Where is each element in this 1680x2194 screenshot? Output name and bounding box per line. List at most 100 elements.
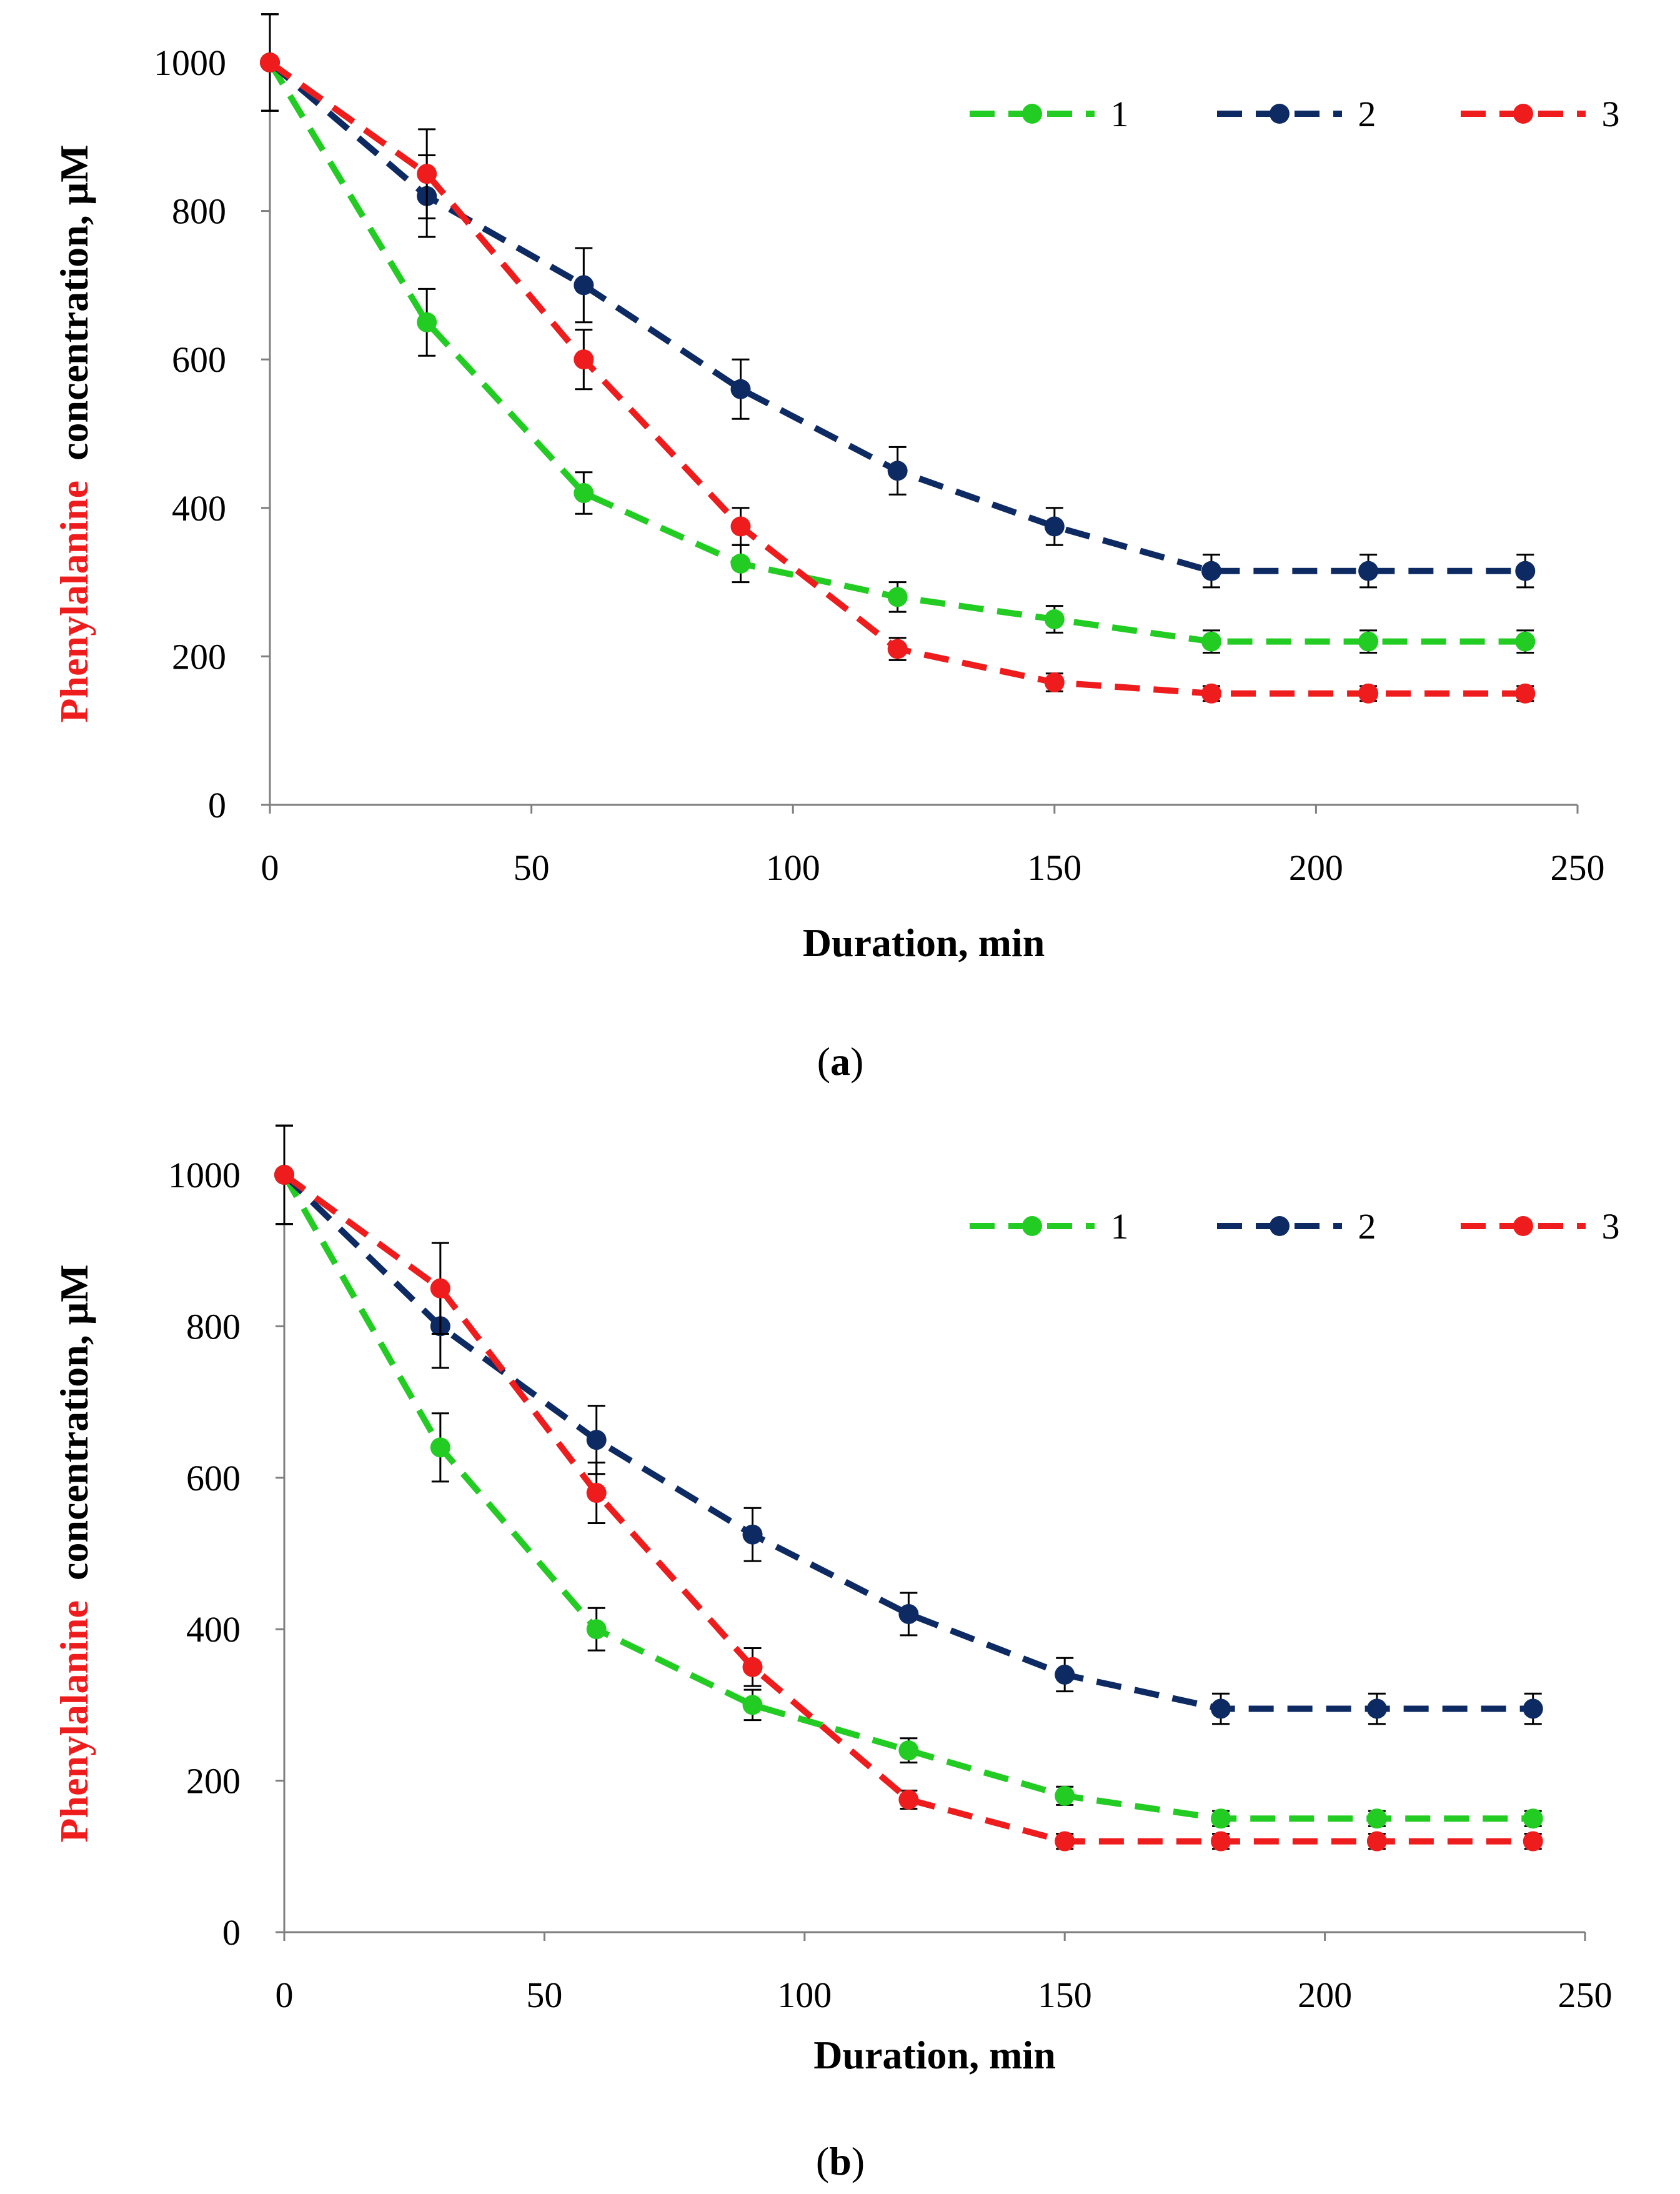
data-point <box>587 1483 607 1503</box>
x-axis-title: Duration, min <box>803 920 1045 965</box>
x-tick-label: 0 <box>261 847 279 888</box>
legend-entry-2: 2 <box>1217 94 1376 134</box>
data-point <box>1045 672 1065 692</box>
legend-marker <box>1270 104 1290 124</box>
legend-label: 1 <box>1111 1206 1129 1247</box>
series-line <box>284 1175 1533 1818</box>
data-point <box>1515 561 1535 581</box>
y-tick-label: 600 <box>172 339 226 380</box>
y-tick-label: 0 <box>222 1912 241 1953</box>
data-point <box>1367 1698 1387 1718</box>
data-point <box>1201 632 1221 652</box>
x-tick-label: 100 <box>777 1975 832 2015</box>
legend-label: 1 <box>1111 94 1129 134</box>
panel-caption: (b) <box>816 2139 865 2183</box>
data-point <box>743 1695 763 1715</box>
data-point <box>417 164 437 184</box>
figure: 0 50 100 150 200 25002004006008001000Duration… <box>0 0 1680 2194</box>
data-point <box>1515 684 1535 704</box>
legend: 1 2 3 <box>970 1206 1620 1247</box>
data-point <box>1211 1808 1231 1828</box>
x-tick-label: 250 <box>1558 1975 1613 2015</box>
data-point <box>1358 632 1378 652</box>
y-tick-label: 1000 <box>154 42 226 83</box>
y-axis-title-rest: concentration, μM <box>52 144 96 481</box>
y-tick-label: 400 <box>186 1609 241 1650</box>
data-point <box>274 1165 294 1185</box>
data-point <box>430 1279 450 1299</box>
data-point <box>1055 1786 1075 1806</box>
y-tick-label: 800 <box>172 191 226 232</box>
legend-marker <box>1270 1216 1290 1236</box>
chart-panel-b: 0 50 100 150 200 250 0 200 400 600 800 1000 Duration… <box>52 1125 1620 2183</box>
x-tick-label: 250 <box>1551 847 1605 888</box>
series-2 <box>260 14 1535 587</box>
chart-panel-a: 0 50 100 150 200 250 0 200 400 600 800 1000 Duration… <box>52 14 1620 1084</box>
data-point <box>898 1604 918 1624</box>
x-tick-label: 50 <box>526 1975 562 2015</box>
data-point <box>574 275 594 295</box>
caption-letter: b <box>829 2139 852 2183</box>
legend-marker <box>1513 1216 1533 1236</box>
legend-entry-3: 3 <box>1461 1206 1620 1247</box>
data-point <box>260 52 280 72</box>
data-point <box>1055 1665 1075 1685</box>
y-axis-title: Phenylalanine concentration, μM <box>52 144 96 722</box>
x-axis-title: Duration, min <box>813 2033 1056 2077</box>
data-point <box>1515 632 1535 652</box>
data-point <box>1045 517 1065 537</box>
x-tick-label: 50 <box>514 847 550 888</box>
data-point <box>1211 1832 1231 1852</box>
y-tick-label: 200 <box>172 636 226 677</box>
data-point <box>888 461 908 481</box>
data-point <box>730 379 750 399</box>
legend-marker <box>1022 1216 1042 1236</box>
legend-label: 3 <box>1602 94 1620 134</box>
data-point <box>1523 1832 1543 1852</box>
data-point <box>1367 1808 1387 1828</box>
data-point <box>888 587 908 607</box>
data-point <box>1045 609 1065 629</box>
y-axis-title-highlight: Phenylalanine <box>52 1600 96 1843</box>
caption-letter: a <box>830 1039 850 1084</box>
x-tick-label: 200 <box>1289 847 1343 888</box>
data-point <box>730 517 750 537</box>
data-point <box>1201 684 1221 704</box>
data-point <box>1358 561 1378 581</box>
x-tick-label: 150 <box>1038 1975 1092 2015</box>
legend-label: 3 <box>1602 1206 1620 1247</box>
y-tick-label: 800 <box>186 1306 241 1347</box>
legend-entry-3: 3 <box>1461 94 1620 134</box>
caption-paren-close: ) <box>850 1039 863 1084</box>
series-1 <box>260 14 1535 653</box>
x-tick-label: 100 <box>766 847 820 888</box>
series-2 <box>274 1125 1543 1723</box>
data-point <box>1523 1698 1543 1718</box>
panel-caption: (a) <box>817 1039 864 1084</box>
data-point <box>898 1740 918 1760</box>
data-point <box>730 554 750 574</box>
legend: 1 2 3 <box>970 94 1620 134</box>
legend-marker <box>1022 104 1042 124</box>
data-point <box>587 1619 607 1639</box>
y-tick-label: 0 <box>208 785 226 825</box>
data-point <box>1211 1698 1231 1718</box>
data-point <box>587 1430 607 1450</box>
y-tick-label: 400 <box>172 488 226 529</box>
data-point <box>1523 1808 1543 1828</box>
legend-label: 2 <box>1358 1206 1376 1247</box>
data-point <box>743 1657 763 1677</box>
y-axis-title: Phenylalanine concentration, μM <box>52 1264 96 1842</box>
data-point <box>430 1437 450 1457</box>
data-point <box>898 1790 918 1810</box>
data-point <box>1358 684 1378 704</box>
legend-label: 2 <box>1358 94 1376 134</box>
data-point <box>1367 1832 1387 1852</box>
x-tick-label: 0 <box>276 1975 294 2015</box>
legend-entry-2: 2 <box>1217 1206 1376 1247</box>
series-line <box>270 62 1525 642</box>
data-point <box>574 483 594 503</box>
data-point <box>417 312 437 332</box>
y-axis-title-highlight: Phenylalanine <box>52 481 96 723</box>
legend-entry-1: 1 <box>970 94 1129 134</box>
